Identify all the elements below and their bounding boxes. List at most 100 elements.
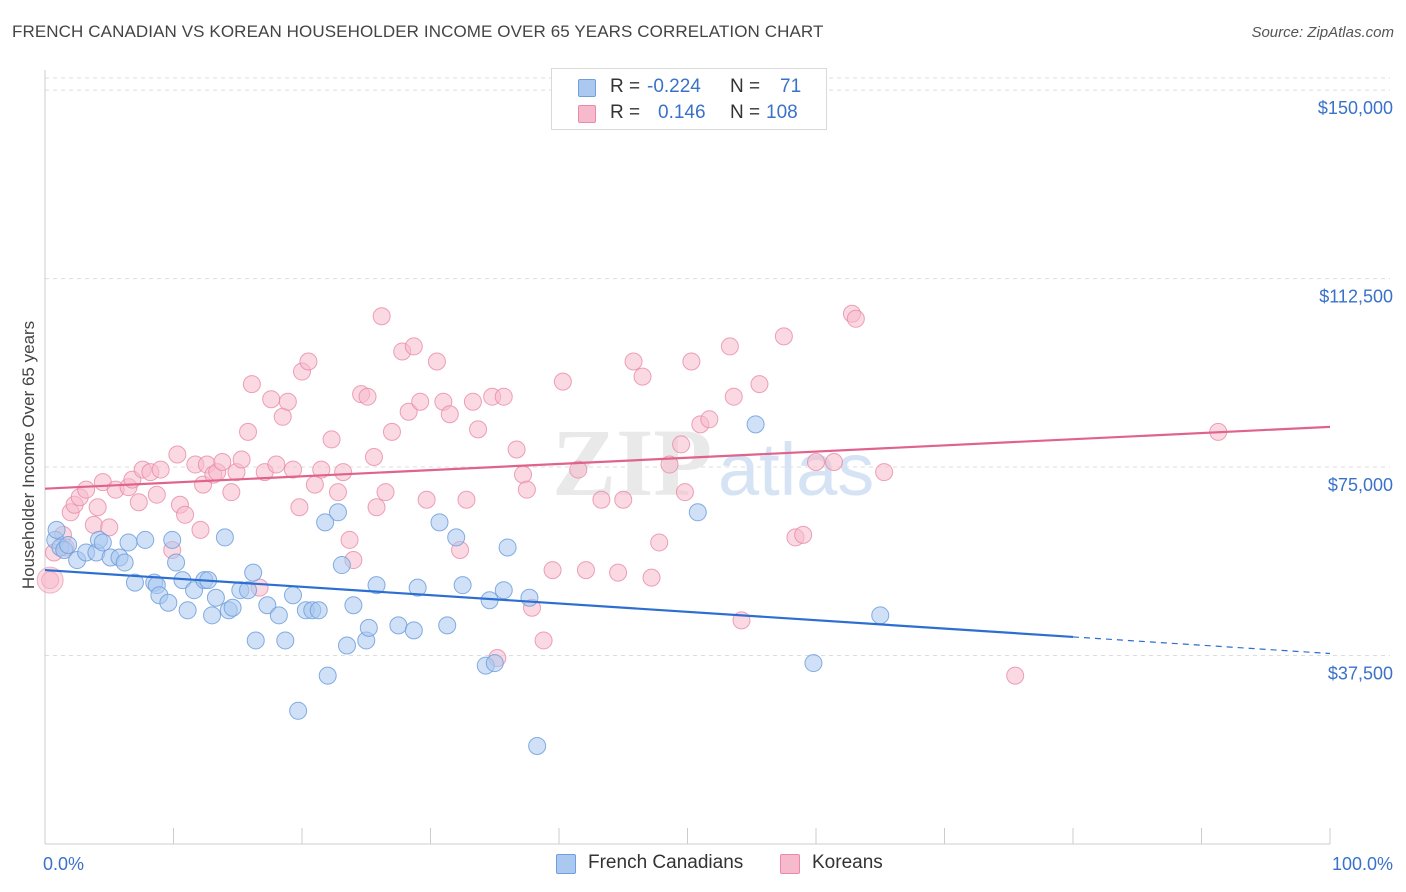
french-point	[115, 553, 134, 572]
korean-point	[77, 480, 96, 499]
bottom-legend-label-french: French Canadians	[588, 852, 744, 873]
korean-point	[750, 375, 769, 394]
korean-point	[824, 453, 843, 472]
french-point	[688, 503, 707, 522]
french-point	[804, 654, 823, 673]
korean-point	[242, 375, 261, 394]
korean-point	[650, 533, 669, 552]
korean-point	[191, 520, 210, 539]
legend-n-value: 71	[780, 76, 802, 97]
french-point	[485, 654, 504, 673]
french-point	[119, 533, 138, 552]
legend-r-label: R =	[610, 102, 641, 123]
french-point	[871, 606, 890, 625]
korean-point	[642, 568, 661, 587]
french-point	[438, 616, 457, 635]
korean-point	[129, 493, 148, 512]
korean-point	[576, 561, 595, 580]
korean-trend-line	[44, 425, 1331, 490]
french-point	[289, 701, 308, 720]
french-point	[93, 533, 112, 552]
french-point	[167, 553, 186, 572]
korean-point	[609, 563, 628, 582]
french-point	[332, 556, 351, 575]
french-point	[520, 588, 539, 607]
korean-point	[457, 490, 476, 509]
korean-point	[232, 450, 251, 469]
y-tick-label: $75,000	[1328, 475, 1393, 495]
french-point	[239, 581, 258, 600]
korean-point	[682, 352, 701, 371]
korean-point	[507, 440, 526, 459]
axes	[44, 70, 1331, 845]
korean-point	[1006, 666, 1025, 685]
korean-point	[592, 490, 611, 509]
french-point	[404, 621, 423, 640]
french-point	[178, 601, 197, 620]
korean-point	[614, 490, 633, 509]
watermark-atlas: atlas	[718, 428, 874, 511]
korean-points	[36, 304, 1228, 685]
korean-point	[624, 352, 643, 371]
legend-n-value: 108	[766, 102, 798, 123]
korean-point	[267, 455, 286, 474]
korean-point	[469, 420, 488, 439]
french-point	[498, 538, 517, 557]
legend-n-label: N =	[730, 76, 761, 97]
korean-point	[411, 392, 430, 411]
french-point	[258, 596, 277, 615]
korean-point	[278, 392, 297, 411]
french-point	[494, 581, 513, 600]
korean-point	[222, 483, 241, 502]
korean-point	[88, 498, 107, 517]
korean-point	[312, 460, 331, 479]
korean-point	[334, 463, 353, 482]
french-point	[367, 576, 386, 595]
french-trend-line	[44, 568, 1074, 639]
french-point	[136, 530, 155, 549]
korean-point	[358, 387, 377, 406]
french-point	[447, 528, 466, 547]
korean-point	[290, 498, 309, 517]
y-tick-labels: $37,500 $75,000 $112,500 $150,000	[1318, 98, 1393, 683]
y-tick-label: $112,500	[1319, 287, 1393, 307]
french-point	[203, 606, 222, 625]
korean-point	[151, 460, 170, 479]
chart-title: FRENCH CANADIAN VS KOREAN HOUSEHOLDER IN…	[12, 22, 824, 41]
korean-point	[494, 387, 513, 406]
x-tick-label-start: 0.0%	[43, 854, 84, 874]
french-point	[528, 736, 547, 755]
x-tick-label-end: 100.0%	[1332, 854, 1393, 874]
french-point	[269, 606, 288, 625]
french-point	[276, 631, 295, 650]
french-point	[206, 588, 225, 607]
french-point	[309, 601, 328, 620]
korean-point	[147, 485, 166, 504]
korean-point	[700, 410, 719, 429]
korean-point	[427, 352, 446, 371]
korean-point	[299, 352, 318, 371]
korean-point	[273, 407, 292, 426]
korean-point	[305, 475, 324, 494]
french-point	[316, 513, 335, 532]
french-point	[246, 631, 265, 650]
french-point	[328, 503, 347, 522]
bottom-legend-swatch-french	[556, 854, 576, 874]
korean-point	[364, 448, 383, 466]
korean-point	[262, 390, 281, 409]
korean-point	[807, 453, 825, 472]
korean-point	[239, 422, 258, 441]
french-point	[47, 520, 66, 539]
korean-point	[553, 372, 572, 391]
korean-point	[376, 483, 395, 502]
korean-point	[84, 515, 103, 534]
korean-point	[213, 453, 232, 472]
french-point	[125, 573, 144, 592]
french-point	[337, 636, 356, 655]
source-label: Source: ZipAtlas.com	[1251, 24, 1394, 41]
korean-point	[36, 566, 64, 594]
legend-swatch-korean	[578, 105, 596, 123]
korean-point	[328, 483, 347, 502]
korean-point	[284, 460, 303, 479]
